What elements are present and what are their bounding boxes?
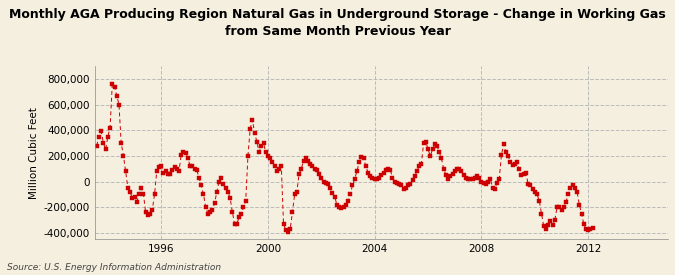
Y-axis label: Million Cubic Feet: Million Cubic Feet — [29, 107, 39, 199]
Text: Source: U.S. Energy Information Administration: Source: U.S. Energy Information Administ… — [7, 263, 221, 272]
Text: Monthly AGA Producing Region Natural Gas in Underground Storage - Change in Work: Monthly AGA Producing Region Natural Gas… — [9, 8, 666, 38]
